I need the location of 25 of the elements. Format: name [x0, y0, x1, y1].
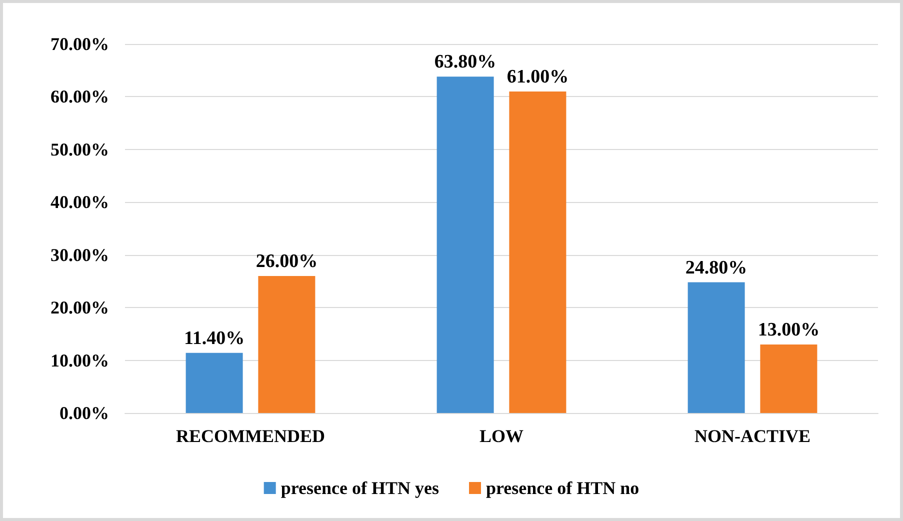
y-tick-label: 60.00% — [50, 86, 109, 107]
y-tick-label: 40.00% — [50, 192, 109, 212]
data-label: 13.00% — [758, 319, 820, 340]
bar — [760, 344, 818, 413]
legend-label: presence of HTN yes — [280, 478, 440, 498]
bar — [436, 76, 494, 413]
y-tick-label: 0.00% — [60, 403, 109, 423]
y-tick-label: 50.00% — [50, 139, 109, 160]
data-label: 26.00% — [256, 250, 318, 272]
y-tick-label: 10.00% — [50, 350, 109, 370]
x-tick-label: LOW — [479, 426, 524, 446]
x-tick-label: NON-ACTIVE — [694, 426, 811, 446]
data-label: 24.80% — [685, 257, 748, 278]
x-tick-label: RECOMMENDED — [176, 426, 325, 446]
data-label: 63.80% — [434, 52, 496, 73]
bar — [186, 352, 243, 413]
y-tick-label: 70.00% — [50, 34, 109, 54]
data-label: 61.00% — [506, 66, 569, 88]
bar — [258, 276, 316, 413]
bar — [509, 91, 566, 413]
legend-label: presence of HTN no — [486, 478, 640, 498]
y-tick-label: 20.00% — [50, 298, 109, 318]
bar — [688, 282, 745, 413]
y-tick-label: 30.00% — [50, 244, 109, 265]
data-label: 11.40% — [184, 328, 245, 349]
